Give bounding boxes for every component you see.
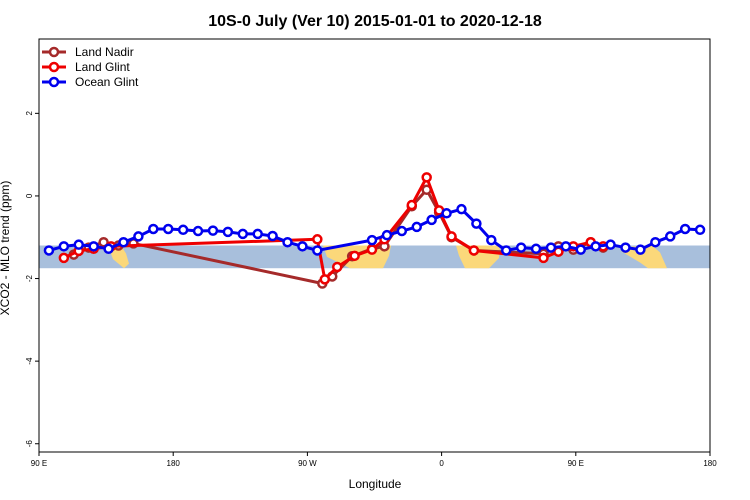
data-point-land-glint <box>312 234 323 245</box>
data-point-ocean-glint <box>73 239 85 250</box>
data-point-land-glint <box>446 231 457 242</box>
x-tick-label: 90 W <box>298 459 317 468</box>
data-point-land-glint <box>319 274 331 285</box>
y-axis-label: XCO2 - MLO trend (ppm) <box>0 181 12 316</box>
data-point-ocean-glint <box>590 241 601 252</box>
legend-item-land-glint: Land Glint <box>42 60 130 74</box>
y-tick-label: -2 <box>25 274 34 282</box>
data-point-ocean-glint <box>620 242 631 253</box>
legend-item-land-nadir: Land Nadir <box>42 45 134 59</box>
legend-item-ocean-glint: Ocean Glint <box>42 75 139 89</box>
series-layer <box>43 172 706 289</box>
data-point-ocean-glint <box>267 230 278 242</box>
data-point-ocean-glint <box>575 244 587 255</box>
legend-label: Land Nadir <box>75 45 134 59</box>
data-point-land-glint <box>468 245 480 256</box>
series-land-glint <box>58 172 609 285</box>
data-point-ocean-glint <box>486 234 497 246</box>
data-point-land-glint <box>538 252 549 264</box>
data-point-ocean-glint <box>177 224 189 236</box>
data-point-ocean-glint <box>635 244 646 255</box>
data-point-ocean-glint <box>530 243 542 255</box>
x-tick-label: 90 E <box>31 459 47 468</box>
data-point-land-glint <box>406 199 418 211</box>
legend-marker <box>48 76 60 88</box>
data-point-ocean-glint <box>162 223 174 235</box>
data-point-ocean-glint <box>396 225 408 237</box>
data-point-ocean-glint <box>192 225 204 237</box>
data-point-ocean-glint <box>605 239 616 250</box>
y-tick-label: 0 <box>25 193 34 198</box>
data-point-ocean-glint <box>515 242 527 253</box>
x-tick-label: 180 <box>703 459 717 468</box>
legend-marker <box>48 46 60 58</box>
x-tick-label: 0 <box>439 459 444 468</box>
data-point-ocean-glint <box>381 229 393 241</box>
data-point-ocean-glint <box>411 221 422 233</box>
data-point-ocean-glint <box>118 236 129 248</box>
data-point-ocean-glint <box>441 208 452 219</box>
y-axis: -6 -4 -2 0 2 <box>25 111 39 448</box>
y-tick-label: 2 <box>25 111 34 116</box>
data-point-ocean-glint <box>58 241 70 252</box>
data-point-ocean-glint <box>43 245 55 256</box>
data-point-ocean-glint <box>426 214 437 226</box>
data-point-ocean-glint <box>664 231 676 242</box>
data-point-ocean-glint <box>237 228 249 240</box>
data-point-ocean-glint <box>297 241 308 252</box>
data-point-ocean-glint <box>252 228 263 240</box>
data-point-ocean-glint <box>560 241 572 252</box>
data-point-land-glint <box>421 172 432 183</box>
data-point-ocean-glint <box>366 234 378 246</box>
data-point-ocean-glint <box>282 236 293 248</box>
data-point-land-glint <box>366 244 378 255</box>
legend-label: Land Glint <box>75 60 130 74</box>
legend-label: Ocean Glint <box>75 75 139 89</box>
chart-title: 10S-0 July (Ver 10) 2015-01-01 to 2020-1… <box>208 13 542 30</box>
data-point-ocean-glint <box>471 218 482 229</box>
x-axis: 90 E 180 90 W 0 90 E 180 <box>31 452 717 468</box>
data-point-ocean-glint <box>545 242 557 253</box>
series-ocean-glint <box>43 203 706 256</box>
data-point-land-glint <box>349 250 360 262</box>
data-point-ocean-glint <box>694 224 706 236</box>
data-point-ocean-glint <box>88 241 99 252</box>
data-point-land-glint <box>58 252 70 264</box>
data-point-ocean-glint <box>500 245 512 256</box>
data-point-ocean-glint <box>207 225 219 236</box>
legend-marker <box>48 61 60 73</box>
data-point-land-glint <box>331 261 343 273</box>
data-point-ocean-glint <box>650 236 661 248</box>
x-tick-label: 180 <box>167 459 181 468</box>
data-point-ocean-glint <box>456 203 467 215</box>
data-point-ocean-glint <box>148 223 159 235</box>
land-australia-east <box>621 245 667 269</box>
data-point-ocean-glint <box>222 226 234 238</box>
data-point-ocean-glint <box>679 223 691 235</box>
x-axis-label: Longitude <box>349 477 402 491</box>
y-tick-label: -6 <box>25 440 34 448</box>
series-land-nadir <box>68 184 609 289</box>
x-tick-label: 90 E <box>568 459 584 468</box>
data-point-ocean-glint <box>133 231 144 242</box>
data-point-ocean-glint <box>103 243 114 255</box>
y-tick-label: -4 <box>25 357 34 365</box>
plot-frame <box>38 38 711 453</box>
data-point-ocean-glint <box>312 245 323 256</box>
